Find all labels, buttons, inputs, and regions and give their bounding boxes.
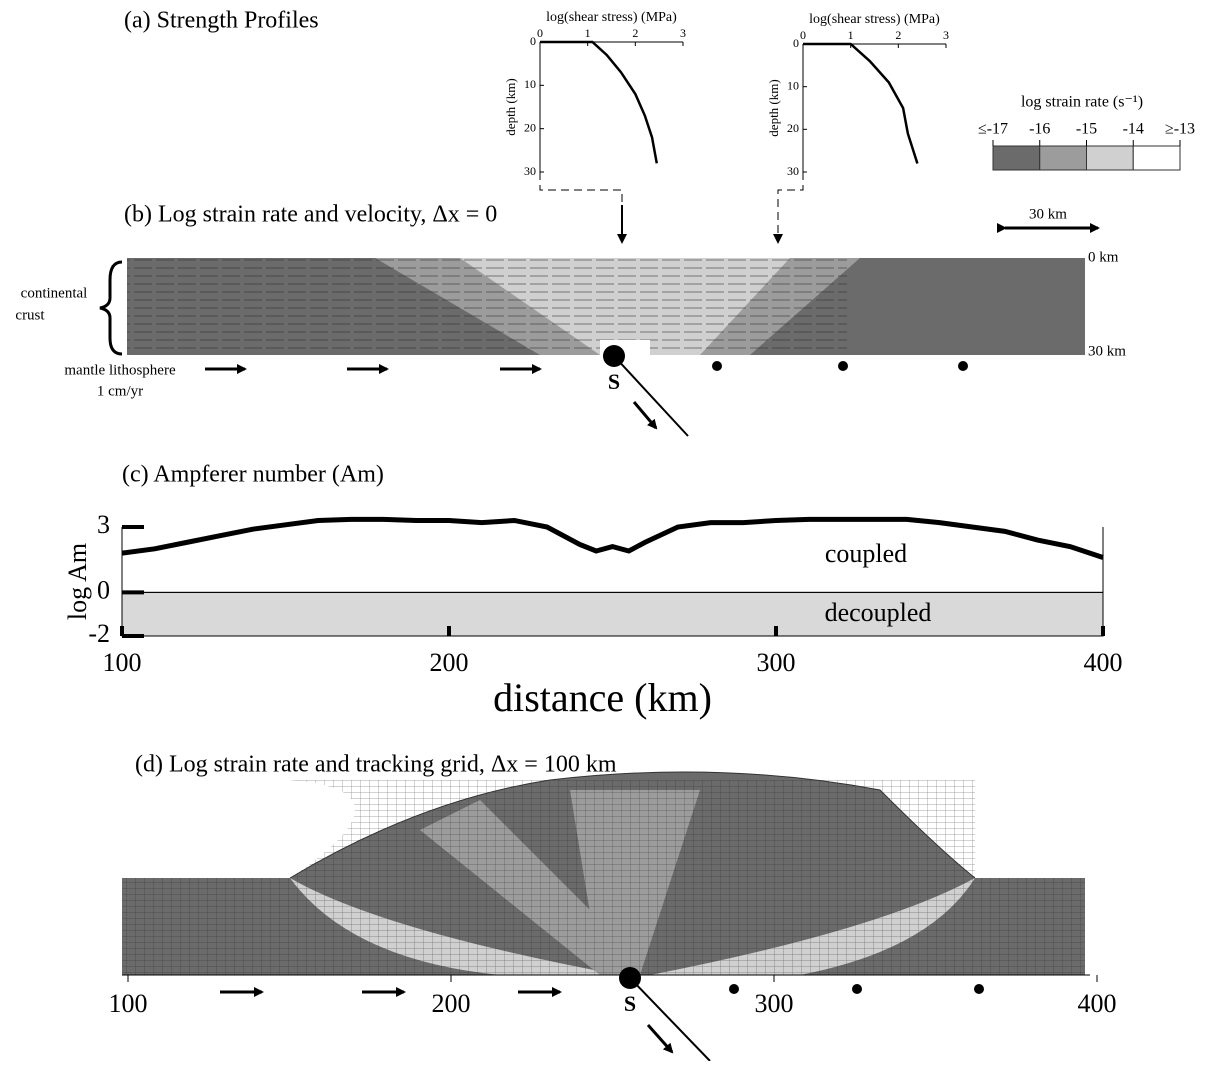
- y-tick-label: 30: [787, 164, 799, 178]
- depth-label: 30 km: [1088, 343, 1126, 359]
- x-tick-label: 2: [895, 28, 901, 42]
- x-tick-label: 200: [432, 989, 471, 1018]
- data-line: [803, 42, 919, 164]
- panel-title: (b) Log strain rate and velocity, Δx = 0: [124, 202, 497, 228]
- legend: ≤-17 -16 -15 -14 ≥-13: [978, 121, 1195, 171]
- legend-title: log strain rate (s⁻¹): [1021, 94, 1143, 111]
- y-axis-title: depth (km): [766, 79, 781, 136]
- x-tick-label: 0: [800, 28, 806, 42]
- legend-swatch: [1132, 145, 1181, 171]
- y-tick-label: 10: [524, 77, 536, 91]
- legend-swatch: [992, 145, 1041, 171]
- crust-label: crust: [15, 307, 45, 323]
- x-tick-label: 300: [755, 989, 794, 1018]
- velocity-arrows: [220, 977, 711, 1062]
- legend-label: ≤-17: [978, 121, 1008, 138]
- y-tick-label: 0: [793, 36, 799, 50]
- y-tick-label: 3: [97, 510, 110, 539]
- decoupled-zone: [121, 591, 1104, 637]
- y-tick-label: 10: [787, 78, 799, 92]
- scale-label: 30 km: [1029, 206, 1067, 222]
- x-axis-title: distance (km): [493, 675, 712, 720]
- velocity-arrows: [205, 355, 689, 437]
- y-axis-title: depth (km): [503, 78, 518, 135]
- x-tick-label: 100: [103, 648, 142, 677]
- depth-label: 0 km: [1088, 249, 1119, 265]
- x-tick-label: 300: [757, 648, 796, 677]
- mantle-label: 1 cm/yr: [97, 383, 143, 399]
- y-tick-label: 30: [524, 164, 536, 178]
- x-tick-label: 200: [430, 648, 469, 677]
- mantle-label: mantle lithosphere: [64, 362, 176, 378]
- legend-label: ≥-13: [1165, 121, 1195, 138]
- x-tick-label: 1: [585, 26, 591, 40]
- y-tick-label: 0: [97, 575, 110, 604]
- x-tick-label: 3: [943, 28, 949, 42]
- x-tick-label: 2: [632, 26, 638, 40]
- data-line: [121, 516, 1104, 560]
- x-tick-label: 100: [109, 989, 148, 1018]
- x-tick-label: 400: [1078, 989, 1117, 1018]
- y-tick-label: -2: [88, 619, 110, 648]
- y-tick-label: 20: [787, 121, 799, 135]
- legend-label: -15: [1076, 121, 1097, 138]
- x-axis-title: log(shear stress) (MPa): [809, 12, 940, 27]
- panel-title: (c) Ampferer number (Am): [122, 462, 384, 488]
- brace: [99, 260, 123, 356]
- legend-label: -16: [1029, 121, 1050, 138]
- suture-label: S: [608, 369, 620, 394]
- x-tick-label: 1: [848, 28, 854, 42]
- x-tick-label: 400: [1084, 648, 1123, 677]
- x-tick-label: 3: [680, 26, 686, 40]
- annotation: coupled: [825, 539, 907, 568]
- x-tick-label: 0: [537, 26, 543, 40]
- legend-swatch: [1086, 145, 1134, 171]
- y-tick-label: 0: [530, 34, 536, 48]
- panel-title: (d) Log strain rate and tracking grid, Δ…: [135, 752, 617, 778]
- dots: [603, 345, 968, 371]
- x-axis-title: log(shear stress) (MPa): [546, 10, 677, 25]
- connector: [539, 172, 623, 240]
- annotation: decoupled: [825, 598, 932, 627]
- crust-label: continental: [21, 285, 88, 301]
- cross-section-d: [122, 771, 1090, 975]
- panel-title: (a) Strength Profiles: [124, 8, 319, 34]
- cross-section-b: [127, 258, 1085, 355]
- legend-swatch: [1039, 145, 1087, 171]
- data-line: [540, 40, 659, 164]
- y-axis-title: log Am: [63, 543, 92, 620]
- dots: [619, 967, 984, 994]
- y-tick-label: 20: [524, 120, 536, 134]
- suture-label: S: [624, 991, 636, 1016]
- legend-label: -14: [1123, 121, 1144, 138]
- connector: [773, 172, 804, 244]
